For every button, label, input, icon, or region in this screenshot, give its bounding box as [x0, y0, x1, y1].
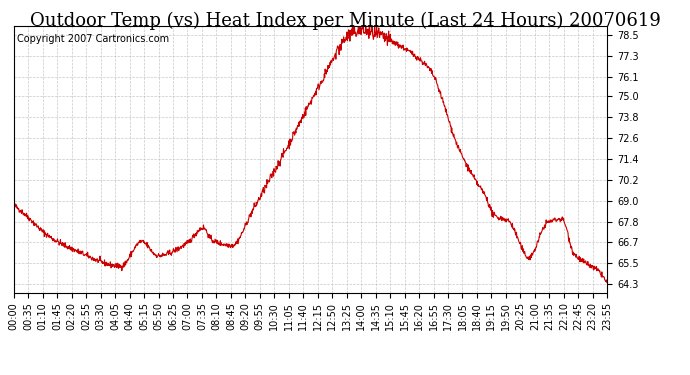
Text: Outdoor Temp (vs) Heat Index per Minute (Last 24 Hours) 20070619: Outdoor Temp (vs) Heat Index per Minute … — [30, 11, 660, 30]
Text: Copyright 2007 Cartronics.com: Copyright 2007 Cartronics.com — [17, 34, 169, 44]
